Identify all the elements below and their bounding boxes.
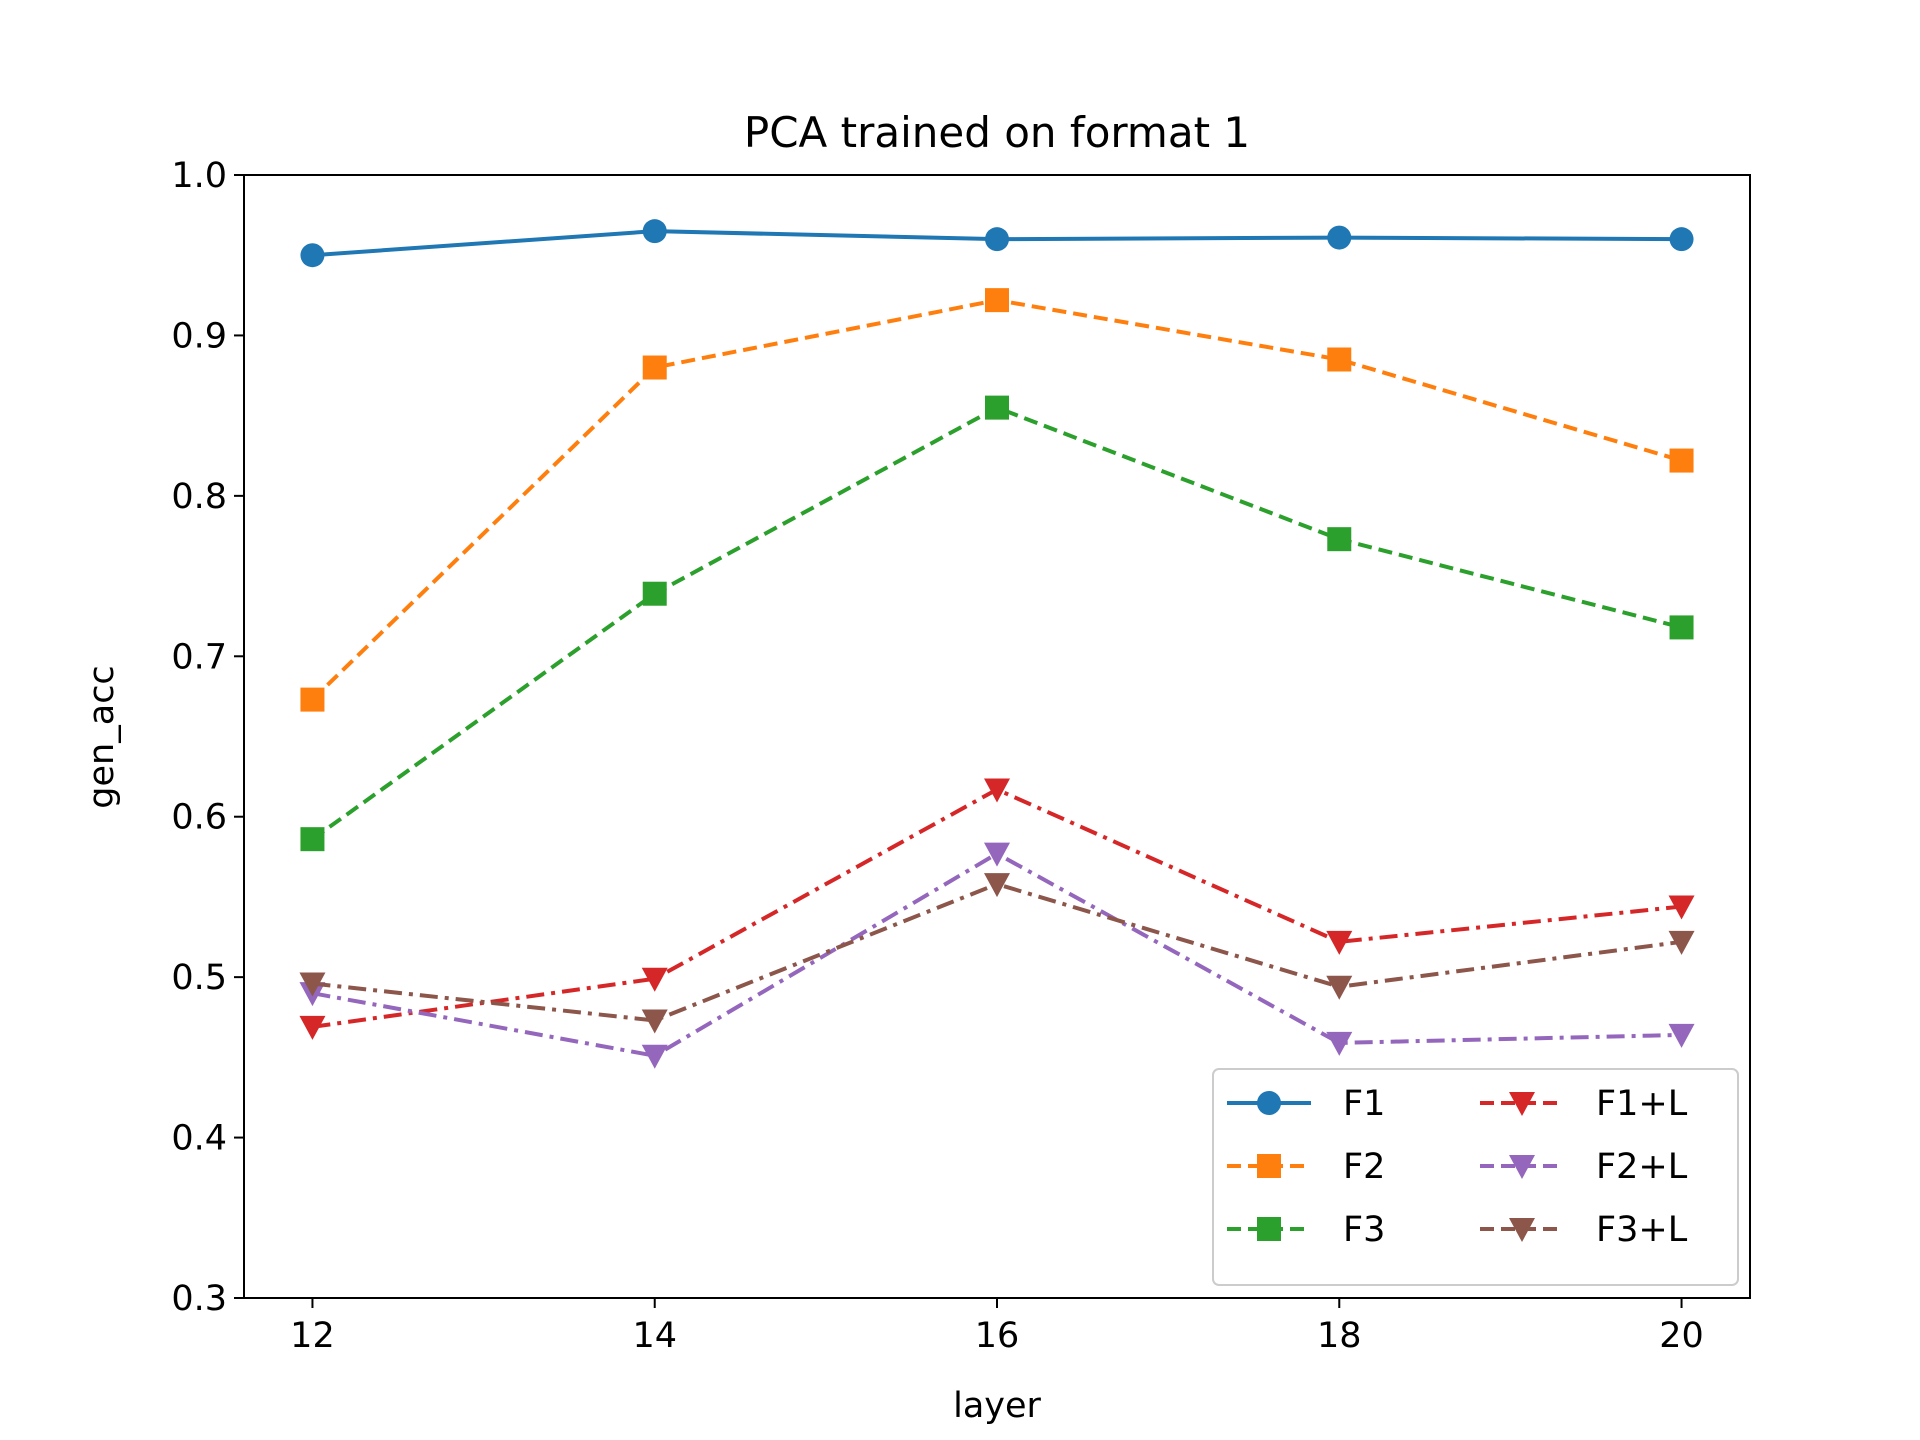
- series-line: [312, 787, 1682, 1029]
- y-tick-label: 0.5: [171, 958, 227, 998]
- series-f2: [300, 288, 1694, 712]
- data-point: [1668, 930, 1695, 955]
- legend-marker: [1257, 1154, 1281, 1178]
- data-point: [642, 219, 667, 244]
- legend-label: F2+L: [1596, 1147, 1688, 1187]
- data-point: [1327, 225, 1352, 250]
- legend-item: F3: [1227, 1210, 1385, 1250]
- legend-box: [1212, 1068, 1739, 1286]
- x-tick-label: 20: [1659, 1316, 1704, 1356]
- data-point: [300, 827, 325, 852]
- data-point: [985, 227, 1009, 252]
- legend-label: F3: [1343, 1210, 1385, 1250]
- legend-item: F1+L: [1480, 1084, 1688, 1124]
- x-tick-label: 16: [975, 1316, 1020, 1356]
- chart-title: PCA trained on format 1: [744, 108, 1250, 157]
- data-point: [642, 355, 667, 380]
- y-tick-label: 0.7: [171, 637, 227, 677]
- data-point: [641, 967, 668, 992]
- series-f3-plus-l: [299, 873, 1695, 1034]
- data-point: [1327, 527, 1352, 552]
- series-line: [311, 298, 1683, 702]
- data-point: [1327, 347, 1352, 372]
- legend-marker: [1509, 1155, 1535, 1179]
- data-point: [1669, 615, 1694, 640]
- data-point: [642, 581, 667, 606]
- data-point: [641, 1044, 668, 1069]
- data-point: [984, 778, 1010, 803]
- y-tick-label: 0.3: [171, 1279, 227, 1319]
- y-tick-label: 0.4: [171, 1119, 227, 1159]
- series-f1: [300, 219, 1694, 268]
- legend-item: F2: [1227, 1147, 1385, 1187]
- y-tick-label: 0.8: [171, 477, 227, 517]
- legend-item: F2+L: [1480, 1147, 1688, 1187]
- data-point: [299, 1015, 326, 1040]
- legend-item: F3+L: [1480, 1210, 1688, 1250]
- data-point: [984, 842, 1010, 867]
- x-tick-label: 18: [1317, 1316, 1362, 1356]
- data-point: [1668, 1023, 1695, 1048]
- data-point: [984, 873, 1010, 898]
- series-f3: [300, 395, 1694, 852]
- data-point: [1669, 227, 1694, 252]
- y-tick-label: 0.9: [171, 316, 227, 356]
- data-point: [985, 395, 1009, 420]
- data-point: [641, 1009, 668, 1034]
- data-point: [300, 243, 325, 268]
- data-point: [1668, 895, 1695, 920]
- legend-label: F1: [1343, 1084, 1385, 1124]
- data-point: [1326, 975, 1353, 1000]
- legend-label: F1+L: [1596, 1084, 1688, 1124]
- x-tick-label: 14: [632, 1316, 677, 1356]
- legend-marker: [1509, 1218, 1535, 1242]
- data-point: [985, 288, 1009, 313]
- y-axis-label: gen_acc: [82, 665, 122, 808]
- legend-label: F2: [1343, 1147, 1385, 1187]
- y-tick-label: 0.6: [171, 798, 227, 838]
- legend-label: F3+L: [1596, 1210, 1688, 1250]
- x-axis-label: layer: [953, 1386, 1041, 1426]
- data-point: [300, 687, 325, 712]
- legend-marker: [1509, 1092, 1535, 1116]
- data-point: [299, 972, 326, 997]
- data-point: [1326, 1031, 1353, 1056]
- legend-marker: [1257, 1091, 1281, 1115]
- legend-item: F1: [1227, 1084, 1385, 1124]
- series-f2-plus-l: [299, 842, 1695, 1069]
- series-f1-plus-l: [299, 778, 1695, 1040]
- legend: F1 F2 F3 F1+L F2+L F3+L: [1212, 1068, 1739, 1286]
- legend-marker: [1257, 1217, 1281, 1241]
- data-point: [1326, 930, 1353, 955]
- ticks-layer: 0.3 0.4 0.5 0.6 0.7 0.8 0.9 1.0 12 14 16 18 20: [171, 156, 1703, 1356]
- series-layer: [299, 219, 1695, 1069]
- y-tick-label: 1.0: [171, 156, 227, 196]
- x-tick-label: 12: [290, 1316, 335, 1356]
- data-point: [1669, 448, 1694, 473]
- series-line: [311, 405, 1683, 841]
